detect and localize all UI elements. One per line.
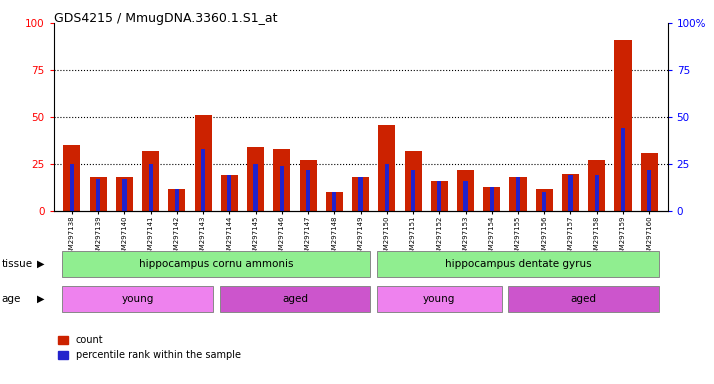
Bar	[377, 251, 659, 277]
Text: age: age	[1, 293, 21, 304]
Bar	[62, 251, 371, 277]
Bar	[621, 128, 625, 211]
Bar	[640, 153, 658, 211]
Bar	[227, 175, 231, 211]
Bar	[377, 286, 502, 311]
Bar	[457, 170, 474, 211]
Bar	[588, 161, 605, 211]
Bar	[175, 189, 179, 211]
Text: ▶: ▶	[37, 293, 45, 304]
Bar	[508, 286, 659, 311]
Bar	[273, 149, 291, 211]
Bar	[64, 146, 81, 211]
Bar	[195, 115, 211, 211]
Bar	[615, 40, 631, 211]
Text: tissue: tissue	[1, 259, 33, 269]
Bar	[122, 179, 126, 211]
Bar	[405, 151, 421, 211]
Bar	[201, 149, 205, 211]
Bar	[62, 286, 213, 311]
Bar	[595, 175, 599, 211]
Bar	[463, 181, 468, 211]
Bar	[247, 147, 264, 211]
Bar	[116, 177, 133, 211]
Legend: count, percentile rank within the sample: count, percentile rank within the sample	[59, 335, 241, 360]
Bar	[352, 177, 369, 211]
Bar	[568, 175, 573, 211]
Bar	[90, 177, 106, 211]
Bar	[542, 192, 546, 211]
Text: ▶: ▶	[37, 259, 45, 269]
Bar	[219, 286, 371, 311]
Bar	[483, 187, 501, 211]
Bar	[378, 125, 396, 211]
Bar	[142, 151, 159, 211]
Bar	[300, 161, 316, 211]
Bar	[510, 177, 526, 211]
Bar	[253, 164, 258, 211]
Bar	[437, 181, 441, 211]
Bar	[70, 164, 74, 211]
Text: aged: aged	[570, 293, 597, 304]
Bar	[332, 192, 336, 211]
Bar	[562, 174, 579, 211]
Bar	[280, 166, 284, 211]
Text: young: young	[423, 293, 456, 304]
Bar	[385, 164, 389, 211]
Bar	[96, 179, 100, 211]
Bar	[411, 170, 415, 211]
Text: GDS4215 / MmugDNA.3360.1.S1_at: GDS4215 / MmugDNA.3360.1.S1_at	[54, 12, 277, 25]
Bar	[358, 177, 363, 211]
Text: hippocampus dentate gyrus: hippocampus dentate gyrus	[445, 259, 591, 269]
Text: hippocampus cornu ammonis: hippocampus cornu ammonis	[139, 259, 293, 269]
Bar	[536, 189, 553, 211]
Text: aged: aged	[282, 293, 308, 304]
Bar	[306, 170, 310, 211]
Bar	[149, 164, 153, 211]
Bar	[169, 189, 186, 211]
Bar	[516, 177, 520, 211]
Bar	[647, 170, 651, 211]
Bar	[221, 175, 238, 211]
Bar	[490, 187, 494, 211]
Bar	[431, 181, 448, 211]
Bar	[326, 192, 343, 211]
Text: young: young	[121, 293, 154, 304]
